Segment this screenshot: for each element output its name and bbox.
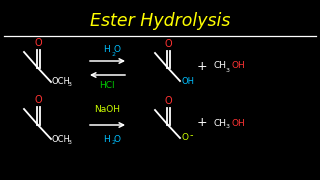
Text: OH: OH <box>181 76 194 86</box>
Text: Ester Hydrolysis: Ester Hydrolysis <box>90 12 230 30</box>
Text: 3: 3 <box>68 82 72 87</box>
Text: +: + <box>197 60 207 73</box>
Text: O: O <box>114 46 121 55</box>
Text: 3: 3 <box>68 140 72 145</box>
Text: NaOH: NaOH <box>94 105 120 114</box>
Text: 3: 3 <box>226 68 230 73</box>
Text: 2: 2 <box>111 141 115 145</box>
Text: O: O <box>34 38 42 48</box>
Text: H: H <box>104 46 110 55</box>
Text: OCH: OCH <box>52 134 71 143</box>
Text: O: O <box>164 39 172 49</box>
Text: CH: CH <box>213 118 226 127</box>
Text: HCl: HCl <box>99 82 115 91</box>
Text: CH: CH <box>213 62 226 71</box>
Text: O: O <box>114 134 121 143</box>
Text: OH: OH <box>231 118 245 127</box>
Text: OCH: OCH <box>52 78 71 87</box>
Text: O: O <box>164 96 172 106</box>
Text: OH: OH <box>231 62 245 71</box>
Text: -: - <box>190 130 194 140</box>
Text: O: O <box>34 95 42 105</box>
Text: 3: 3 <box>226 125 230 129</box>
Text: +: + <box>197 116 207 129</box>
Text: O: O <box>181 134 188 143</box>
Text: 2: 2 <box>111 51 115 57</box>
Text: H: H <box>104 134 110 143</box>
